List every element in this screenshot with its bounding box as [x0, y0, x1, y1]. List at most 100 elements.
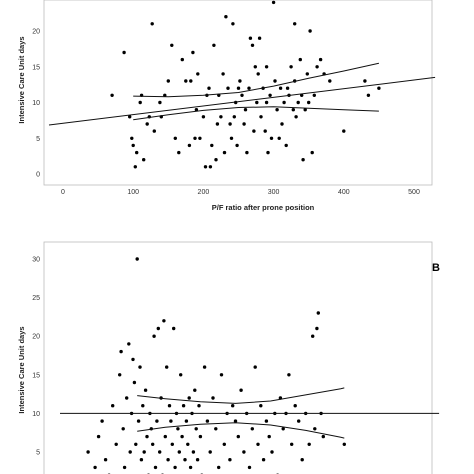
data-point: [122, 465, 127, 470]
y-tick-label: 25: [32, 295, 40, 302]
data-point: [297, 419, 301, 423]
data-point: [212, 43, 216, 47]
data-point: [165, 365, 169, 369]
data-point: [296, 100, 300, 105]
data-point: [256, 72, 260, 76]
data-point: [273, 79, 277, 83]
data-point: [195, 458, 200, 462]
data-point: [172, 326, 176, 331]
data-point: [282, 100, 286, 105]
data-point: [142, 158, 146, 162]
x-tick-label: 100: [127, 189, 139, 196]
data-point: [263, 129, 267, 133]
y-tick-label: 5: [36, 450, 40, 457]
data-point: [342, 442, 346, 446]
data-point: [167, 404, 172, 408]
data-point: [278, 86, 283, 90]
data-point: [134, 442, 138, 446]
data-point: [187, 396, 191, 400]
data-point: [277, 136, 281, 140]
data-point: [198, 136, 202, 140]
data-point: [247, 86, 251, 90]
data-point: [145, 122, 149, 126]
data-point: [328, 79, 332, 83]
data-point: [250, 43, 255, 47]
data-point: [284, 143, 288, 148]
data-point: [103, 458, 108, 462]
data-point: [366, 93, 371, 98]
data-point: [128, 450, 132, 454]
y-tick-label: 15: [32, 64, 40, 71]
data-point: [163, 93, 167, 98]
data-point: [197, 404, 201, 408]
data-point: [293, 404, 297, 408]
data-point: [180, 434, 184, 439]
data-point: [231, 404, 235, 408]
data-point: [166, 458, 170, 462]
x-tick-label: 300: [268, 189, 280, 196]
data-point: [221, 72, 225, 76]
data-point: [130, 136, 134, 140]
data-point: [264, 65, 269, 69]
data-point: [194, 108, 199, 112]
data-point: [189, 79, 193, 83]
data-point: [214, 427, 218, 431]
data-point: [198, 434, 203, 439]
data-point: [247, 465, 252, 470]
data-point: [342, 129, 346, 133]
data-point: [110, 93, 114, 98]
data-point: [313, 427, 317, 431]
data-point: [127, 342, 131, 346]
data-point: [153, 465, 158, 470]
data-point: [193, 388, 197, 392]
data-point: [235, 143, 239, 148]
data-point: [180, 57, 184, 62]
data-point: [238, 79, 242, 83]
y-tick-label: 10: [32, 100, 40, 107]
data-point: [215, 122, 220, 126]
data-point: [122, 50, 126, 55]
panel-a-y-ticks: 0 5 10 15 20: [32, 29, 40, 179]
data-point: [135, 150, 139, 155]
data-point: [250, 427, 254, 431]
panel-b: 5 10 15 20 25 30 B Intensive Care Unit days: [17, 241, 440, 474]
data-point: [268, 93, 272, 98]
data-point: [210, 143, 214, 148]
data-point: [166, 79, 170, 83]
data-point: [93, 465, 97, 470]
data-point: [142, 450, 146, 454]
y-tick-label: 5: [36, 136, 40, 143]
data-point: [267, 434, 271, 439]
data-point: [133, 165, 137, 169]
data-point: [118, 373, 122, 377]
ci-lower-curve: [137, 422, 345, 439]
data-point: [287, 373, 291, 377]
data-point: [264, 419, 269, 423]
data-point: [170, 43, 174, 47]
data-point: [183, 458, 187, 462]
data-point: [236, 434, 240, 439]
data-point: [377, 86, 381, 90]
y-tick-label: 10: [32, 411, 40, 418]
data-point: [233, 419, 238, 423]
data-point: [207, 86, 211, 90]
x-tick-label: 500: [408, 189, 420, 196]
regression-line: [48, 76, 436, 126]
x-tick-label: 0: [61, 189, 65, 196]
data-point: [138, 100, 142, 105]
panel-b-label: B: [432, 262, 440, 274]
data-point: [315, 326, 319, 331]
data-point: [86, 450, 90, 454]
data-point: [138, 365, 142, 369]
data-point: [177, 450, 181, 454]
data-point: [290, 442, 294, 446]
data-point: [173, 465, 177, 470]
data-point: [155, 419, 159, 423]
data-point: [253, 365, 257, 369]
data-point: [255, 100, 259, 105]
data-point: [291, 108, 295, 112]
data-point: [242, 450, 246, 454]
data-point: [257, 36, 262, 40]
data-point: [318, 57, 323, 62]
